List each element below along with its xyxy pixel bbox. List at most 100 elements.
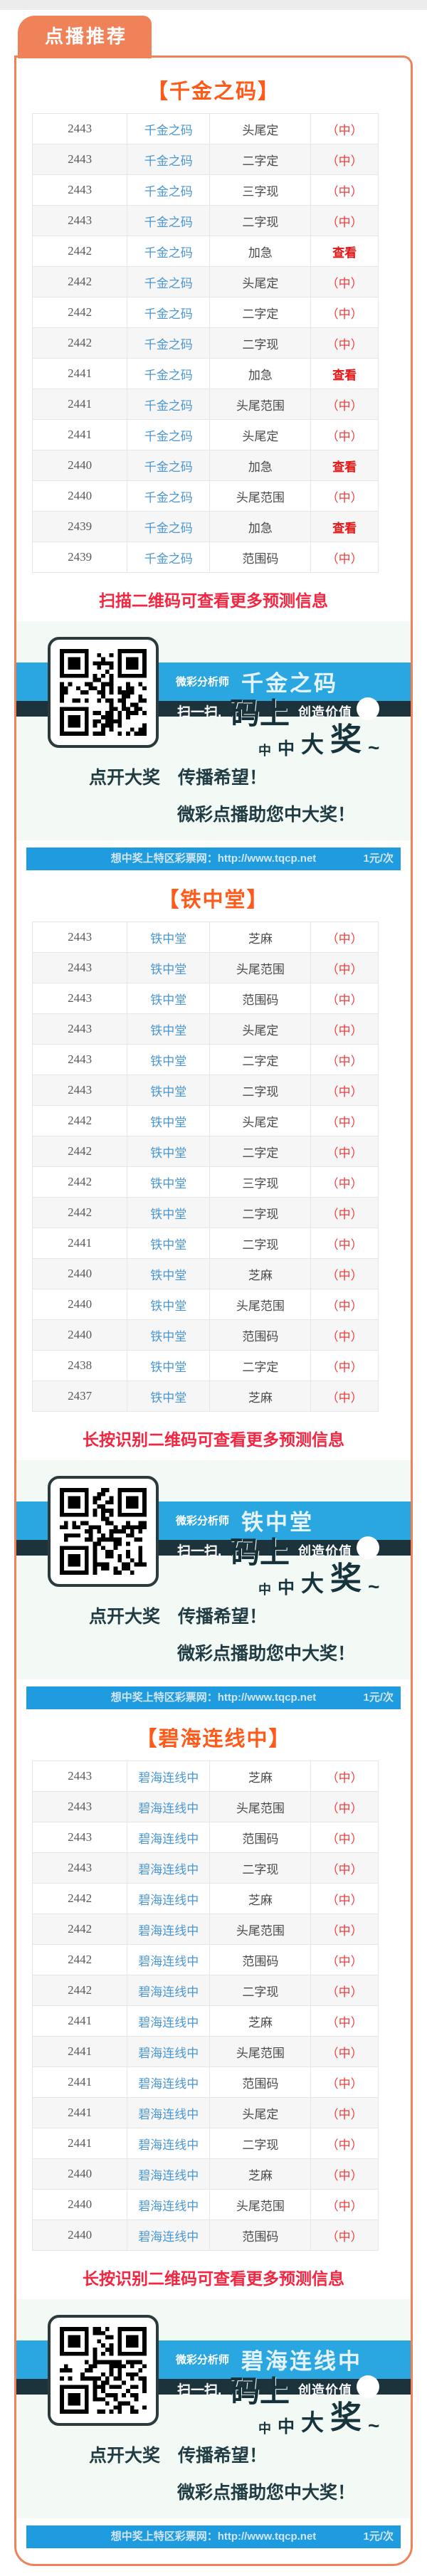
analyst-link[interactable]: 千金之码 xyxy=(144,123,193,137)
analyst-link[interactable]: 碧海连线中 xyxy=(138,2046,199,2060)
view-link[interactable]: 查看 xyxy=(332,368,357,382)
view-link[interactable]: 查看 xyxy=(332,246,357,260)
play-type-cell: 芝麻 xyxy=(209,2005,312,2037)
analyst-link[interactable]: 铁中堂 xyxy=(150,1115,187,1129)
analyst-link[interactable]: 铁中堂 xyxy=(150,1054,187,1068)
analyst-link[interactable]: 碧海连线中 xyxy=(138,2076,199,2091)
analyst-link[interactable]: 千金之码 xyxy=(144,521,193,535)
issue-cell: 2443 xyxy=(31,1822,128,1853)
prediction-table-body: 2443 铁中堂 芝麻 （中） 2443 铁中堂 头尾范围 （中） 2443 铁… xyxy=(31,922,379,1412)
table-row: 2443 千金之码 三字现 （中） xyxy=(31,174,379,206)
play-type-cell: 头尾范围 xyxy=(209,2189,312,2220)
analyst-link[interactable]: 千金之码 xyxy=(144,246,193,260)
analyst-link[interactable]: 千金之码 xyxy=(144,154,193,168)
site-link[interactable]: 想中奖上特区彩票网：http://www.tqcp.net xyxy=(110,1691,317,1704)
win-char: ~ xyxy=(368,1575,380,1598)
analyst-link[interactable]: 碧海连线中 xyxy=(138,2229,199,2244)
qr-code[interactable] xyxy=(48,2315,159,2426)
issue-cell: 2439 xyxy=(31,511,128,542)
slogan-open-prize: 点开大奖 传播希望！ xyxy=(89,1607,268,1627)
tab-recommend[interactable]: 点播推荐 xyxy=(18,16,152,58)
qr-promo-text: 长按识别二维码可查看更多预测信息 xyxy=(83,1430,344,1449)
table-row: 2443 铁中堂 二字定 （中） xyxy=(31,1044,379,1075)
issue-cell: 2441 xyxy=(31,2097,128,2128)
analyst-link[interactable]: 碧海连线中 xyxy=(138,1801,199,1815)
table-row: 2443 碧海连线中 芝麻 （中） xyxy=(31,1761,379,1792)
analyst-link[interactable]: 碧海连线中 xyxy=(138,2199,199,2213)
result-cell: （中） xyxy=(326,1299,363,1313)
analyst-link[interactable]: 铁中堂 xyxy=(150,1176,187,1191)
site-link[interactable]: 想中奖上特区彩票网：http://www.tqcp.net xyxy=(110,852,317,865)
result-cell: （中） xyxy=(326,1832,363,1846)
analyst-link[interactable]: 铁中堂 xyxy=(150,931,187,946)
analyst-link[interactable]: 碧海连线中 xyxy=(138,1923,199,1938)
result-cell: （中） xyxy=(326,1054,363,1068)
table-row: 2442 碧海连线中 头尾范围 （中） xyxy=(31,1913,379,1945)
play-type-cell: 头尾范围 xyxy=(209,480,312,512)
analyst-link[interactable]: 千金之码 xyxy=(144,490,193,505)
banner-scan-prefix: 扫一扫, xyxy=(177,705,222,720)
play-type-cell: 头尾定 xyxy=(209,266,312,297)
issue-cell: 2439 xyxy=(31,542,128,573)
win-char: 奖 xyxy=(330,722,362,757)
analyst-link[interactable]: 千金之码 xyxy=(144,368,193,382)
play-type-cell: 范围码 xyxy=(209,2219,312,2251)
analyst-link[interactable]: 碧海连线中 xyxy=(138,1985,199,1999)
analyst-link[interactable]: 千金之码 xyxy=(144,551,193,566)
analyst-link[interactable]: 碧海连线中 xyxy=(138,1832,199,1846)
issue-cell: 2442 xyxy=(31,1105,128,1136)
analyst-link[interactable]: 铁中堂 xyxy=(150,962,187,976)
analyst-link[interactable]: 铁中堂 xyxy=(150,1207,187,1221)
result-cell: （中） xyxy=(326,1329,363,1344)
win-char: 中 xyxy=(278,739,295,759)
analyst-link[interactable]: 千金之码 xyxy=(144,276,193,290)
analyst-link[interactable]: 千金之码 xyxy=(144,184,193,199)
analyst-link[interactable]: 碧海连线中 xyxy=(138,2168,199,2182)
table-row: 2440 碧海连线中 芝麻 （中） xyxy=(31,2158,379,2190)
analyst-link[interactable]: 铁中堂 xyxy=(150,1237,187,1252)
analyst-link[interactable]: 碧海连线中 xyxy=(138,1770,199,1785)
analyst-link[interactable]: 千金之码 xyxy=(144,460,193,474)
analyst-link[interactable]: 千金之码 xyxy=(144,398,193,413)
analyst-link[interactable]: 千金之码 xyxy=(144,215,193,229)
play-type-cell: 二字现 xyxy=(209,2128,312,2159)
analyst-link[interactable]: 千金之码 xyxy=(144,307,193,321)
analyst-link[interactable]: 铁中堂 xyxy=(150,1299,187,1313)
analyst-link[interactable]: 碧海连线中 xyxy=(138,1954,199,1968)
analyst-link[interactable]: 铁中堂 xyxy=(150,1023,187,1038)
issue-cell: 2441 xyxy=(31,389,128,420)
play-type-cell: 头尾范围 xyxy=(209,1913,312,1945)
analyst-link[interactable]: 千金之码 xyxy=(144,429,193,443)
table-row: 2443 千金之码 二字定 （中） xyxy=(31,144,379,175)
analyst-link[interactable]: 铁中堂 xyxy=(150,1390,187,1405)
sections-container: 【千金之码】 2443 千金之码 头尾定 （中） 2443 千金之码 二字定 （… xyxy=(16,75,411,2548)
result-cell: （中） xyxy=(326,398,363,413)
qr-code[interactable] xyxy=(48,1476,159,1587)
result-cell: （中） xyxy=(326,1176,363,1191)
analyst-link[interactable]: 铁中堂 xyxy=(150,1360,187,1374)
promo-block: 微彩分析师 碧海连线中 扫一扫, 码上 创造价值 中中大奖 ~ 点开大奖 传播希望… xyxy=(16,2299,411,2518)
view-link[interactable]: 查看 xyxy=(332,460,357,474)
result-cell: （中） xyxy=(326,154,363,168)
issue-cell: 2443 xyxy=(31,1075,128,1106)
win-char: ~ xyxy=(368,2414,380,2437)
issue-cell: 2441 xyxy=(31,2036,128,2067)
analyst-link[interactable]: 铁中堂 xyxy=(150,1329,187,1344)
table-row: 2443 千金之码 头尾定 （中） xyxy=(31,113,379,144)
analyst-link[interactable]: 碧海连线中 xyxy=(138,2107,199,2121)
analyst-link[interactable]: 碧海连线中 xyxy=(138,2138,199,2152)
analyst-link[interactable]: 铁中堂 xyxy=(150,1084,187,1099)
analyst-link[interactable]: 千金之码 xyxy=(144,337,193,352)
analyst-link[interactable]: 碧海连线中 xyxy=(138,2015,199,2029)
table-row: 2442 千金之码 头尾定 （中） xyxy=(31,266,379,297)
view-link[interactable]: 查看 xyxy=(332,521,357,535)
analyst-link[interactable]: 铁中堂 xyxy=(150,1268,187,1282)
analyst-link[interactable]: 铁中堂 xyxy=(150,1146,187,1160)
price-bar: 想中奖上特区彩票网：http://www.tqcp.net 1元/次 xyxy=(26,2525,401,2548)
analyst-link[interactable]: 碧海连线中 xyxy=(138,1862,199,1876)
qr-code[interactable] xyxy=(48,637,159,748)
analyst-link[interactable]: 铁中堂 xyxy=(150,993,187,1007)
site-link[interactable]: 想中奖上特区彩票网：http://www.tqcp.net xyxy=(110,2530,317,2543)
qr-code-pattern xyxy=(60,1488,147,1575)
analyst-link[interactable]: 碧海连线中 xyxy=(138,1893,199,1907)
